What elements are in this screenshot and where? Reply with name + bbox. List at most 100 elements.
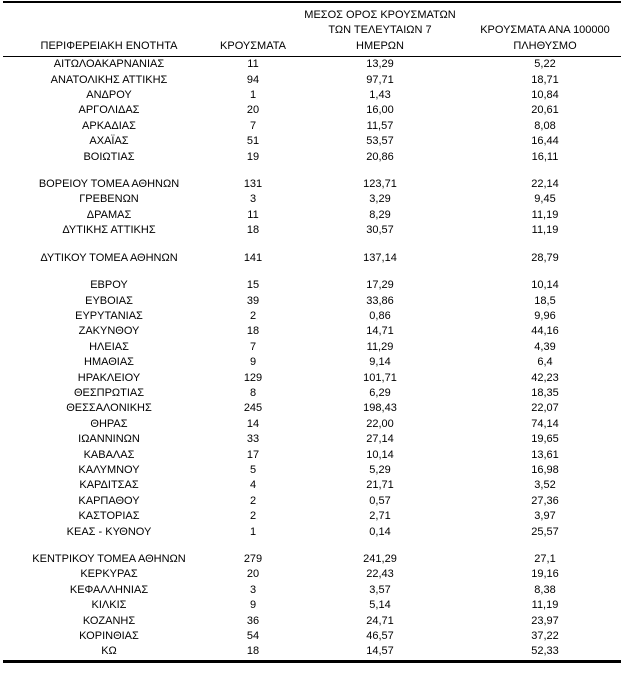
column-header-region: ΠΕΡΙΦΕΡΕΙΑΚΗ ΕΝΟΤΗΤΑ [3, 2, 215, 58]
cases-cell: 33 [246, 433, 260, 446]
per-100k-cell: 42,23 [531, 371, 559, 384]
avg-7day-cell: 101,71 [363, 371, 397, 384]
column-header-7day-average-line2: ΤΩΝ ΤΕΛΕΥΤΑΙΩΝ 7 [328, 24, 432, 37]
per-100k-cell: 18,5 [534, 294, 556, 307]
group-separator-cell [3, 540, 621, 552]
region-cell: ΑΝΔΡΟΥ [86, 89, 132, 102]
avg-7day-cell: 21,71 [366, 479, 394, 492]
cases-cell: 3 [249, 193, 257, 206]
column-header-cases-per-100k-line1: ΚΡΟΥΣΜΑΤΑ ΑΝΑ 100000 [480, 24, 610, 37]
avg-7day-cell: 22,00 [366, 417, 394, 430]
avg-7day-cell: 14,71 [366, 325, 394, 338]
group-separator-row [3, 266, 621, 278]
per-100k-cell: 11,19 [531, 224, 559, 237]
per-100k-cell: 16,44 [531, 135, 559, 148]
region-cell: ΓΡΕΒΕΝΩΝ [79, 193, 139, 206]
table-row: ΚΙΛΚΙΣ 9 5,14 11,19 [3, 598, 621, 613]
avg-7day-cell: 5,14 [369, 599, 391, 612]
avg-7day-cell: 0,86 [369, 309, 391, 322]
region-cell: ΑΡΓΟΛΙΔΑΣ [78, 104, 140, 117]
region-cell: ΚΑΡΔΙΤΣΑΣ [79, 479, 139, 492]
region-cell: ΕΥΡΥΤΑΝΙΑΣ [75, 309, 143, 322]
region-cell: ΑΙΤΩΛΟΑΚΑΡΝΑΝΙΑΣ [53, 58, 165, 71]
per-100k-cell: 27,36 [531, 494, 559, 507]
table-row: ΑΡΓΟΛΙΔΑΣ 20 16,00 20,61 [3, 103, 621, 118]
cases-cell: 3 [249, 583, 257, 596]
cases-cell: 1 [249, 525, 257, 538]
per-100k-cell: 10,14 [531, 279, 559, 292]
per-100k-cell: 19,16 [531, 568, 559, 581]
cases-by-region-table: ΠΕΡΙΦΕΡΕΙΑΚΗ ΕΝΟΤΗΤΑ ΚΡΟΥΣΜΑΤΑ ΜΕΣΟΣ ΟΡΟ… [3, 1, 621, 663]
avg-7day-cell: 27,14 [366, 433, 394, 446]
avg-7day-cell: 241,29 [363, 553, 397, 565]
cases-cell: 17 [246, 448, 260, 461]
region-cell: ΒΟΡΕΙΟΥ ΤΟΜΕΑ ΑΘΗΝΩΝ [38, 178, 180, 191]
avg-7day-cell: 8,29 [369, 208, 391, 221]
table-row: ΚΑΡΔΙΤΣΑΣ 4 21,71 3,52 [3, 478, 621, 493]
table-row: ΚΑΡΠΑΘΟΥ 2 0,57 27,36 [3, 494, 621, 509]
table-row: ΖΑΚΥΝΘΟΥ 18 14,71 44,16 [3, 324, 621, 339]
region-cell: ΚΑΒΑΛΑΣ [83, 448, 135, 461]
avg-7day-cell: 5,29 [369, 463, 391, 476]
per-100k-cell: 6,4 [537, 356, 553, 369]
cases-cell: 9 [249, 356, 257, 369]
table-row: ΚΑΣΤΟΡΙΑΣ 2 2,71 3,97 [3, 509, 621, 524]
cases-cell: 51 [246, 135, 260, 148]
column-header-region-label: ΠΕΡΙΦΕΡΕΙΑΚΗ ΕΝΟΤΗΤΑ [40, 39, 178, 52]
group-separator-row [3, 165, 621, 177]
group-separator-row [3, 239, 621, 251]
cases-cell: 129 [243, 371, 263, 384]
avg-7day-cell: 14,57 [366, 645, 394, 658]
region-cell: ΚΟΖΑΝΗΣ [82, 614, 136, 627]
avg-7day-cell: 9,14 [369, 356, 391, 369]
table-row: ΘΕΣΠΡΩΤΙΑΣ 8 6,29 18,35 [3, 386, 621, 401]
header-row: ΠΕΡΙΦΕΡΕΙΑΚΗ ΕΝΟΤΗΤΑ ΚΡΟΥΣΜΑΤΑ ΜΕΣΟΣ ΟΡΟ… [3, 2, 621, 58]
group-separator-row [3, 540, 621, 552]
avg-7day-cell: 6,29 [369, 386, 391, 399]
column-header-cases-label: ΚΡΟΥΣΜΑΤΑ [220, 39, 286, 52]
region-cell: ΚΩ [101, 645, 117, 658]
region-cell: ΚΟΡΙΝΘΙΑΣ [79, 630, 139, 643]
per-100k-cell: 27,1 [534, 553, 556, 565]
region-cell: ΔΡΑΜΑΣ [86, 208, 132, 221]
avg-7day-cell: 198,43 [363, 402, 397, 415]
table-row: ΚΕΝΤΡΙΚΟΥ ΤΟΜΕΑ ΑΘΗΝΩΝ 279 241,29 27,1 [3, 552, 621, 567]
cases-cell: 141 [243, 251, 263, 264]
group-separator-cell [3, 266, 621, 278]
cases-cell: 20 [246, 104, 260, 117]
cases-cell: 7 [249, 340, 257, 353]
per-100k-cell: 9,45 [534, 193, 556, 206]
region-cell: ΗΜΑΘΙΑΣ [84, 356, 134, 369]
table-row: ΚΩ 18 14,57 52,33 [3, 644, 621, 661]
avg-7day-cell: 2,71 [369, 510, 391, 523]
column-header-7day-average-line3: ΗΜΕΡΩΝ [356, 39, 404, 52]
table-body: ΑΙΤΩΛΟΑΚΑΡΝΑΝΙΑΣ 11 13,29 5,22 ΑΝΑΤΟΛΙΚΗΣ ΑΤ… [3, 57, 621, 662]
cases-cell: 36 [246, 614, 260, 627]
table-row: ΗΛΕΙΑΣ 7 11,29 4,39 [3, 340, 621, 355]
avg-7day-cell: 1,43 [369, 89, 391, 102]
column-header-cases: ΚΡΟΥΣΜΑΤΑ [215, 2, 291, 58]
cases-cell: 9 [249, 599, 257, 612]
per-100k-cell: 25,57 [531, 525, 559, 538]
table-row: ΚΑΒΑΛΑΣ 17 10,14 13,61 [3, 448, 621, 463]
avg-7day-cell: 0,57 [369, 494, 391, 507]
avg-7day-cell: 24,71 [366, 614, 394, 627]
table-row: ΕΥΒΟΙΑΣ 39 33,86 18,5 [3, 294, 621, 309]
table-header: ΠΕΡΙΦΕΡΕΙΑΚΗ ΕΝΟΤΗΤΑ ΚΡΟΥΣΜΑΤΑ ΜΕΣΟΣ ΟΡΟ… [3, 2, 621, 58]
per-100k-cell: 28,79 [531, 251, 559, 264]
avg-7day-cell: 33,86 [366, 294, 394, 307]
table-row: ΚΟΡΙΝΘΙΑΣ 54 46,57 37,22 [3, 629, 621, 644]
avg-7day-cell: 46,57 [366, 630, 394, 643]
region-cell: ΚΙΛΚΙΣ [91, 599, 127, 612]
avg-7day-cell: 11,29 [366, 340, 394, 353]
avg-7day-cell: 123,71 [363, 178, 397, 191]
cases-cell: 18 [246, 645, 260, 658]
table-row: ΕΥΡΥΤΑΝΙΑΣ 2 0,86 9,96 [3, 309, 621, 324]
per-100k-cell: 5,22 [534, 58, 556, 71]
per-100k-cell: 74,14 [531, 417, 559, 430]
per-100k-cell: 3,52 [534, 479, 556, 492]
per-100k-cell: 18,71 [531, 73, 559, 86]
table-row: ΑΝΔΡΟΥ 1 1,43 10,84 [3, 88, 621, 103]
region-cell: ΕΥΒΟΙΑΣ [85, 294, 133, 307]
cases-cell: 11 [247, 208, 259, 221]
